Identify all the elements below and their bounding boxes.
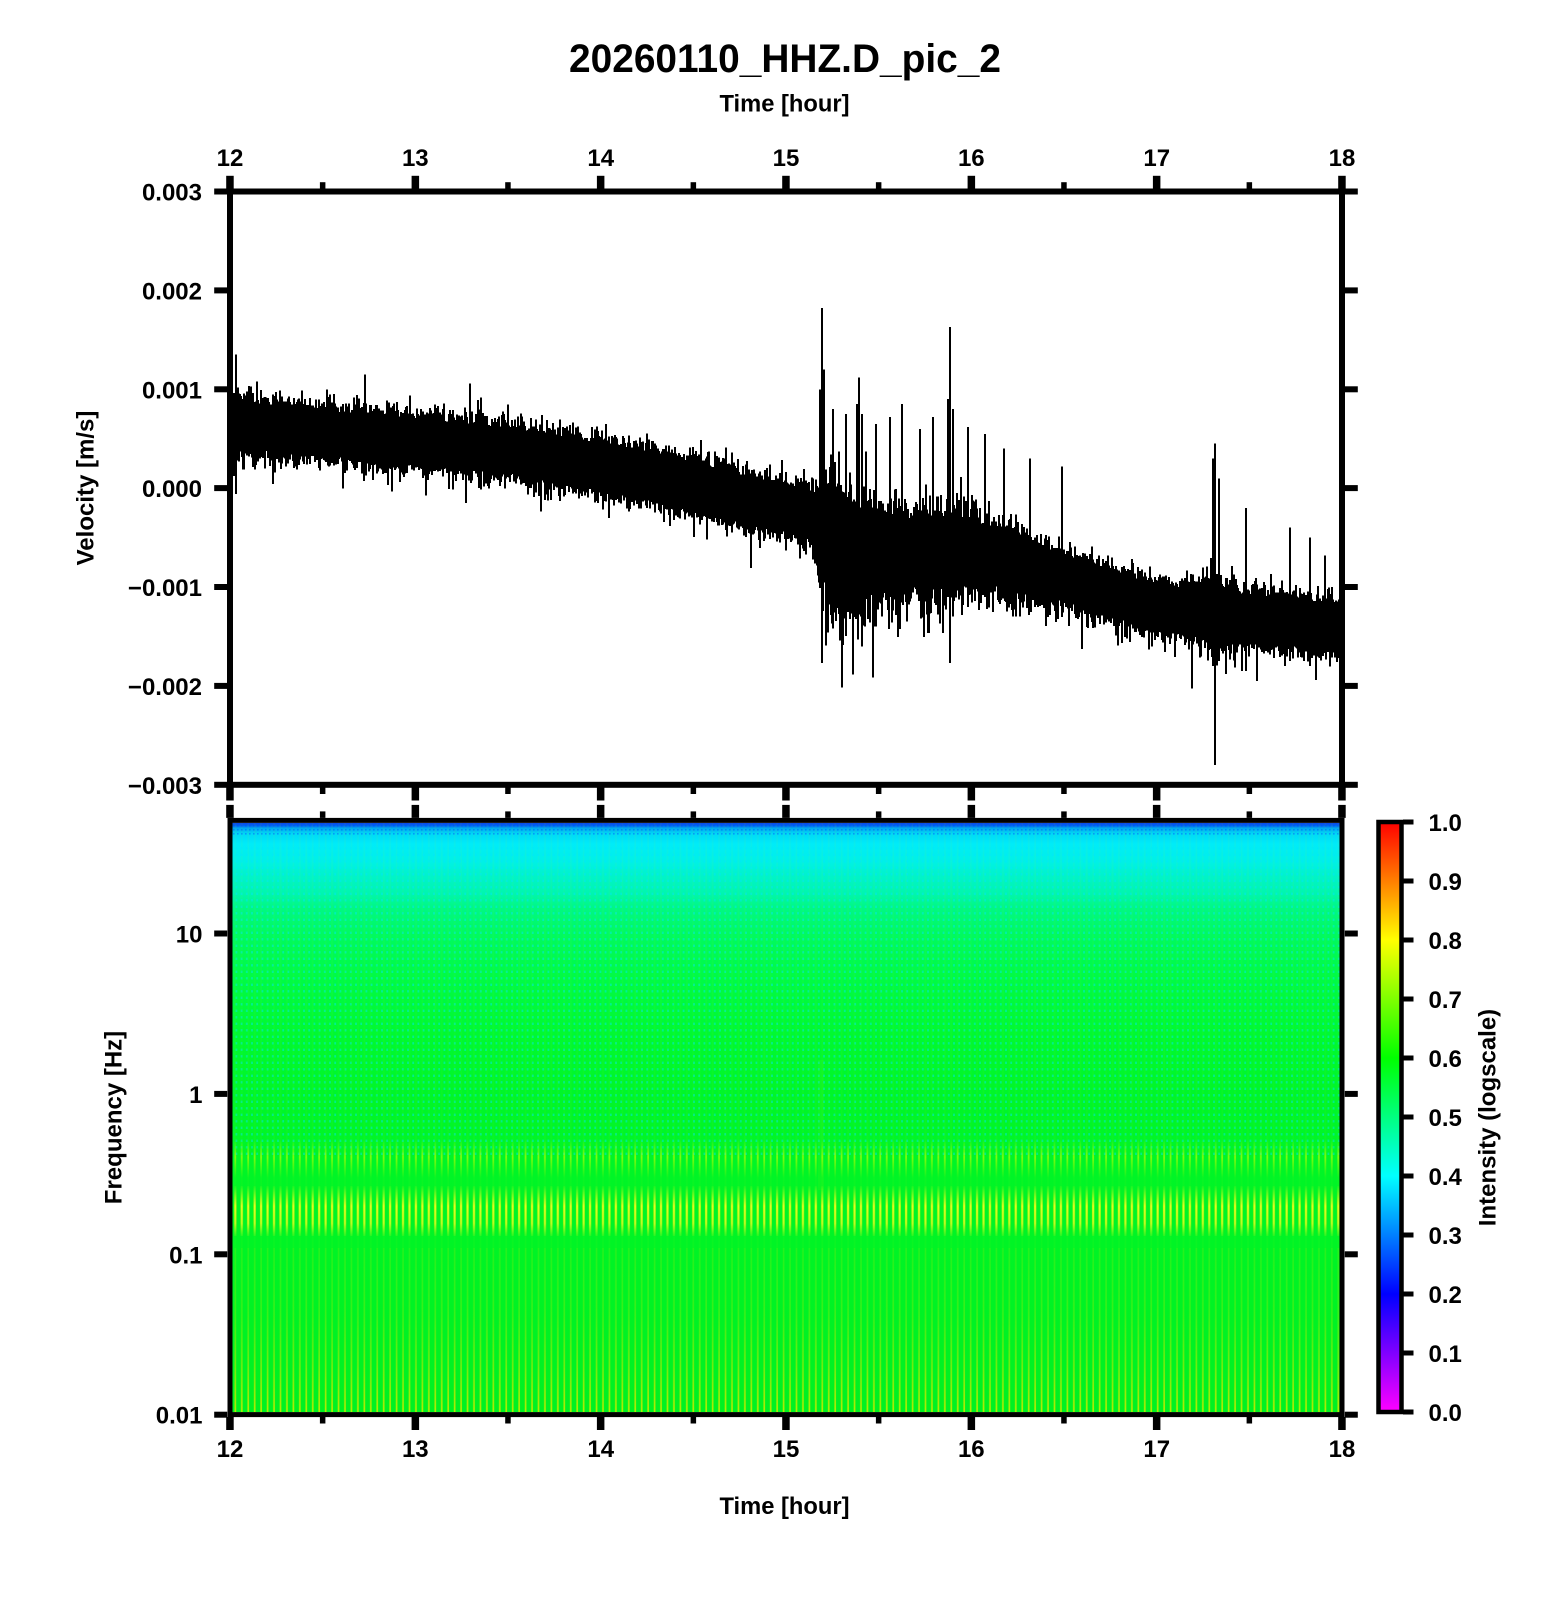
- svg-text:16: 16: [958, 145, 985, 172]
- svg-text:18: 18: [1329, 1436, 1356, 1463]
- svg-text:10: 10: [176, 922, 203, 949]
- svg-text:0.3: 0.3: [1429, 1223, 1462, 1250]
- svg-text:0.1: 0.1: [1429, 1341, 1462, 1368]
- svg-text:15: 15: [773, 1436, 800, 1463]
- svg-text:0.6: 0.6: [1429, 1046, 1462, 1073]
- svg-text:0.003: 0.003: [142, 180, 202, 207]
- svg-text:0.7: 0.7: [1429, 987, 1462, 1014]
- svg-text:−0.003: −0.003: [128, 773, 202, 800]
- svg-text:0.5: 0.5: [1429, 1105, 1462, 1132]
- svg-text:16: 16: [958, 1436, 985, 1463]
- svg-text:20260110_HHZ.D_pic_2: 20260110_HHZ.D_pic_2: [569, 37, 1001, 81]
- svg-text:0.1: 0.1: [169, 1242, 202, 1269]
- svg-text:0.0: 0.0: [1429, 1400, 1462, 1427]
- svg-text:Time [hour]: Time [hour]: [720, 1493, 850, 1520]
- svg-text:0.000: 0.000: [142, 476, 202, 503]
- svg-text:−0.002: −0.002: [128, 674, 202, 701]
- svg-text:0.9: 0.9: [1429, 869, 1462, 896]
- svg-text:14: 14: [587, 145, 614, 172]
- svg-text:Time [hour]: Time [hour]: [720, 91, 850, 118]
- svg-text:17: 17: [1143, 1436, 1170, 1463]
- svg-text:Velocity [m/s]: Velocity [m/s]: [73, 411, 100, 566]
- svg-text:14: 14: [587, 1436, 614, 1463]
- svg-text:0.002: 0.002: [142, 278, 202, 305]
- svg-text:0.01: 0.01: [156, 1403, 203, 1430]
- svg-text:Frequency [Hz]: Frequency [Hz]: [101, 1031, 128, 1204]
- svg-text:Intensity (logscale): Intensity (logscale): [1475, 1009, 1502, 1226]
- svg-text:0.001: 0.001: [142, 377, 202, 404]
- svg-text:12: 12: [217, 145, 244, 172]
- svg-text:15: 15: [773, 145, 800, 172]
- svg-text:0.8: 0.8: [1429, 928, 1462, 955]
- svg-text:13: 13: [402, 145, 429, 172]
- svg-text:18: 18: [1329, 145, 1356, 172]
- svg-text:17: 17: [1143, 145, 1170, 172]
- svg-text:−0.001: −0.001: [128, 575, 202, 602]
- svg-text:0.2: 0.2: [1429, 1282, 1462, 1309]
- svg-text:13: 13: [402, 1436, 429, 1463]
- svg-text:1: 1: [189, 1082, 202, 1109]
- svg-text:1.0: 1.0: [1429, 810, 1462, 837]
- svg-text:0.4: 0.4: [1429, 1164, 1463, 1191]
- svg-text:12: 12: [217, 1436, 244, 1463]
